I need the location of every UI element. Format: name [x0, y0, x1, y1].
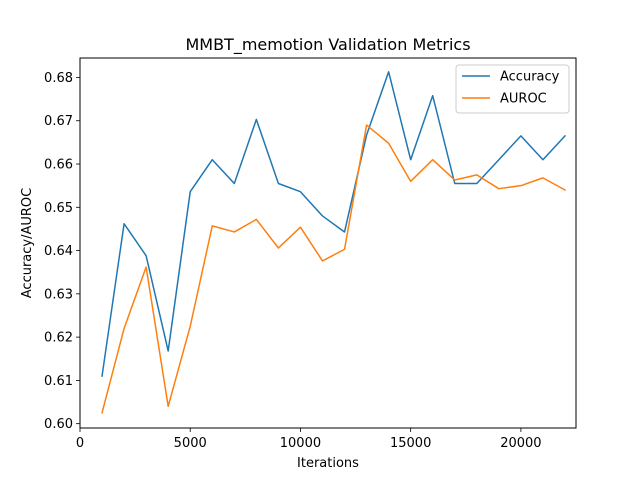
series-line-auroc [101, 124, 566, 414]
y-tick-label: 0.66 [44, 158, 73, 173]
x-tick-label: 20000 [500, 436, 541, 451]
y-tick-label: 0.64 [44, 244, 73, 259]
y-tick-label: 0.60 [44, 417, 73, 432]
series-layer [101, 71, 567, 414]
y-tick-label: 0.67 [44, 114, 73, 129]
x-tick-label: 5000 [174, 436, 207, 451]
y-tick-label: 0.63 [44, 287, 73, 302]
y-axis-title: Accuracy/AUROC [20, 188, 35, 298]
x-axis: 0 5000 10000 15000 20000 [76, 428, 542, 451]
x-tick-label: 10000 [280, 436, 321, 451]
legend-label-accuracy: Accuracy [500, 70, 560, 85]
x-axis-title: Iterations [297, 456, 359, 471]
y-tick-label: 0.65 [44, 201, 73, 216]
y-tick-label: 0.68 [44, 71, 73, 86]
x-tick-label: 15000 [390, 436, 431, 451]
y-tick-label: 0.61 [44, 374, 73, 389]
legend-box [455, 64, 570, 114]
plot-frame [79, 57, 577, 429]
legend-label-auroc: AUROC [500, 92, 547, 107]
y-tick-label: 0.62 [44, 331, 73, 346]
x-tick-label: 0 [76, 436, 84, 451]
series-line-accuracy [101, 71, 567, 377]
y-axis: 0.60 0.61 0.62 0.63 0.64 0.65 0.66 0.67 0.68 [44, 71, 80, 432]
chart-title: MMBT_memotion Validation Metrics [185, 35, 470, 55]
legend: Accuracy AUROC [455, 64, 570, 114]
